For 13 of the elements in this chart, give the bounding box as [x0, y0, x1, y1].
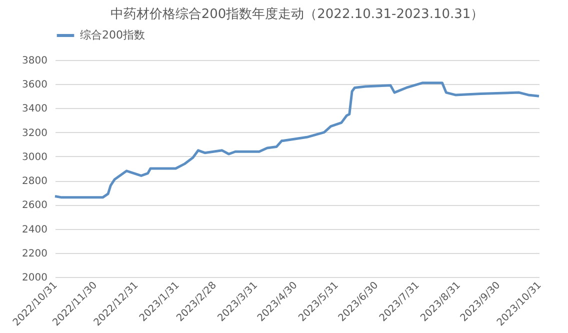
- y-tick-label: 3600: [22, 80, 48, 91]
- y-tick-label: 2000: [22, 272, 48, 284]
- y-tick-label: 3000: [22, 152, 48, 163]
- y-tick-label: 3400: [22, 104, 48, 115]
- y-tick-label: 2200: [22, 248, 48, 260]
- y-tick-label: 3800: [22, 56, 48, 66]
- y-tick-label: 2600: [22, 200, 48, 212]
- line-series: [54, 82, 540, 199]
- legend-label: 综合200指数: [80, 28, 145, 42]
- y-tick-label: 3200: [22, 128, 48, 139]
- chart-title: 中药材价格综合200指数年度走动（2022.10.31-2023.10.31）: [110, 6, 484, 22]
- y-tick-label: 2800: [22, 176, 48, 188]
- y-tick-label: 2400: [22, 224, 48, 236]
